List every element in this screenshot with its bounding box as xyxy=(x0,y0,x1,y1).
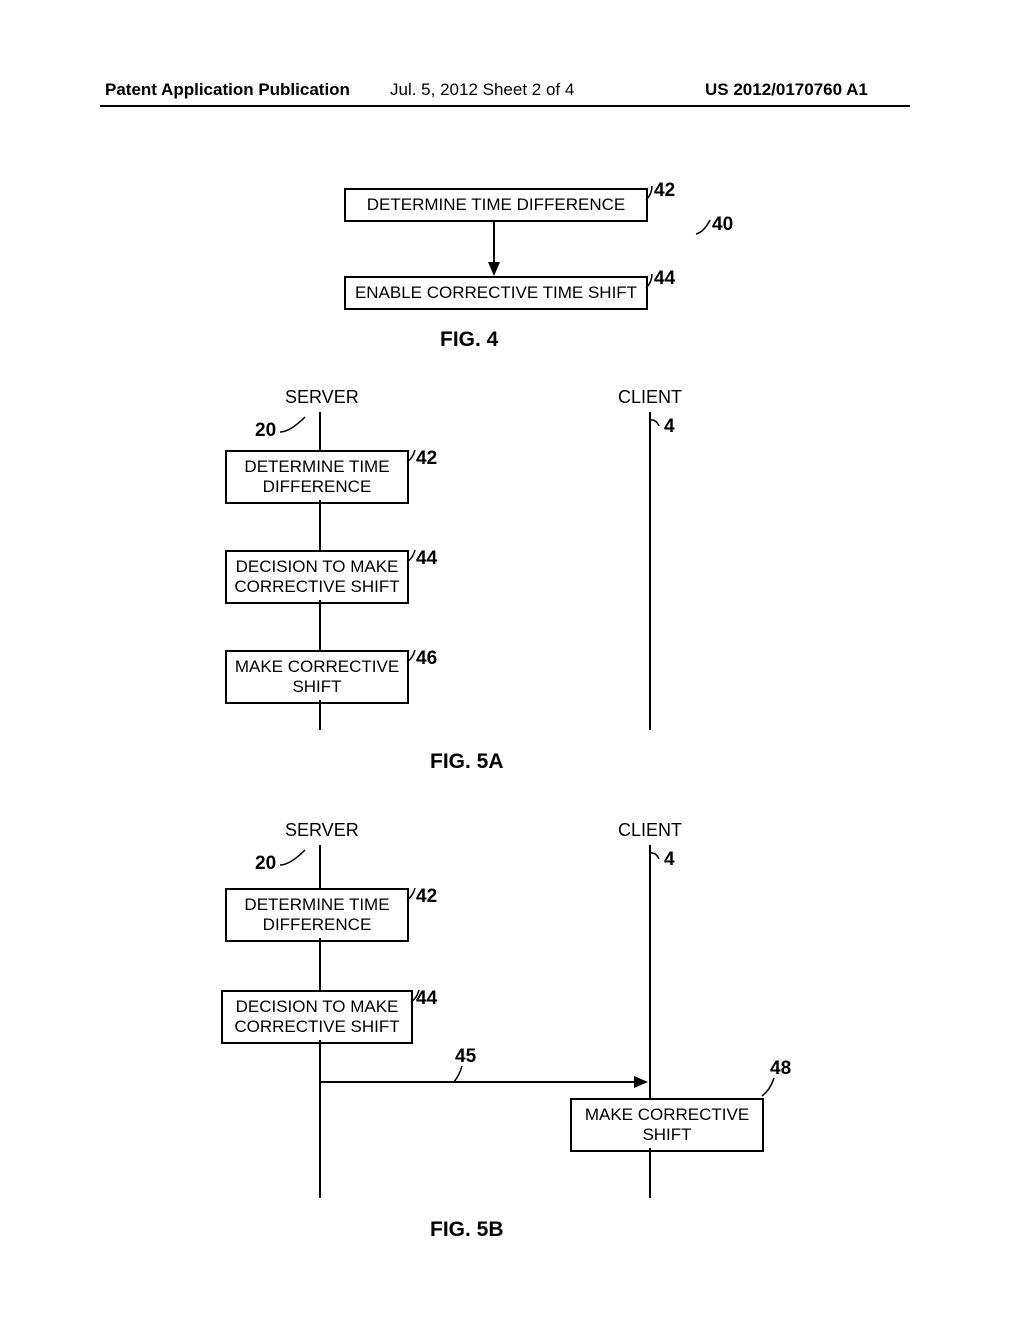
fig5a-caption: FIG. 5A xyxy=(430,750,504,774)
fig5a-server-label: SERVER xyxy=(285,387,359,408)
header-rule xyxy=(100,105,910,107)
fig4-caption: FIG. 4 xyxy=(440,328,498,352)
fig5b-ref44: 44 xyxy=(416,988,437,1010)
fig5b-box3-text: MAKE CORRECTIVE SHIFT xyxy=(585,1105,749,1144)
fig5b-box1: DETERMINE TIME DIFFERENCE xyxy=(225,888,409,942)
fig5a-box3-text: MAKE CORRECTIVE SHIFT xyxy=(235,657,399,696)
fig5a-box2: DECISION TO MAKE CORRECTIVE SHIFT xyxy=(225,550,409,604)
fig5a-box1-text: DETERMINE TIME DIFFERENCE xyxy=(244,457,389,496)
fig5b-box1-text: DETERMINE TIME DIFFERENCE xyxy=(244,895,389,934)
fig5b-server-label: SERVER xyxy=(285,820,359,841)
fig5b-box2-text: DECISION TO MAKE CORRECTIVE SHIFT xyxy=(234,997,399,1036)
fig5b-ref20: 20 xyxy=(255,853,276,875)
header-right: US 2012/0170760 A1 xyxy=(705,80,868,100)
fig5b-ref48: 48 xyxy=(770,1058,791,1080)
fig5a-box3: MAKE CORRECTIVE SHIFT xyxy=(225,650,409,704)
fig4-ref40: 40 xyxy=(712,214,733,236)
fig5b-ref4: 4 xyxy=(664,849,675,871)
header-mid: Jul. 5, 2012 Sheet 2 of 4 xyxy=(390,80,574,100)
fig4-box2: ENABLE CORRECTIVE TIME SHIFT xyxy=(344,276,648,310)
fig4-box2-text: ENABLE CORRECTIVE TIME SHIFT xyxy=(355,283,637,303)
fig5a-ref46: 46 xyxy=(416,648,437,670)
fig5a-box2-text: DECISION TO MAKE CORRECTIVE SHIFT xyxy=(234,557,399,596)
header-left: Patent Application Publication xyxy=(105,80,350,100)
fig5a-ref20: 20 xyxy=(255,420,276,442)
fig5b-ref45: 45 xyxy=(455,1046,476,1068)
fig5a-ref4: 4 xyxy=(664,416,675,438)
fig5b-client-label: CLIENT xyxy=(618,820,682,841)
fig5b-ref42: 42 xyxy=(416,886,437,908)
fig5a-client-label: CLIENT xyxy=(618,387,682,408)
fig5a-ref44: 44 xyxy=(416,548,437,570)
fig5a-ref42: 42 xyxy=(416,448,437,470)
fig5b-caption: FIG. 5B xyxy=(430,1218,504,1242)
fig5b-box3: MAKE CORRECTIVE SHIFT xyxy=(570,1098,764,1152)
fig5a-box1: DETERMINE TIME DIFFERENCE xyxy=(225,450,409,504)
fig5b-box2: DECISION TO MAKE CORRECTIVE SHIFT xyxy=(221,990,413,1044)
fig4-box1-text: DETERMINE TIME DIFFERENCE xyxy=(367,195,625,215)
fig4-ref42: 42 xyxy=(654,180,675,202)
fig4-ref44: 44 xyxy=(654,268,675,290)
fig4-box1: DETERMINE TIME DIFFERENCE xyxy=(344,188,648,222)
